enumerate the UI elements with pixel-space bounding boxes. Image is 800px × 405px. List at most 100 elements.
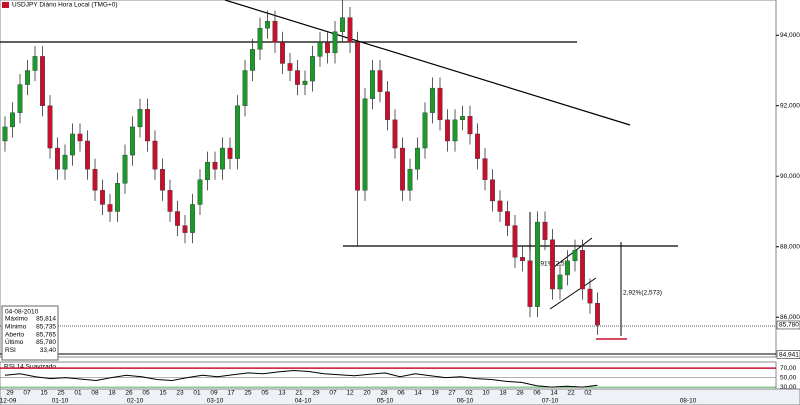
month-label: 12-09 (0, 398, 17, 405)
rsi-tick-label: 70,00 (780, 365, 797, 372)
candle-body (587, 288, 593, 304)
day-label: 21 (295, 390, 303, 397)
candle-body (565, 260, 570, 276)
candle-body (70, 133, 75, 156)
date-axis (0, 388, 800, 405)
candle-body (287, 63, 293, 71)
candle-body (370, 70, 375, 99)
info-label: Mínimo (5, 324, 27, 331)
candle-body (362, 98, 368, 191)
day-label: 02 (584, 390, 592, 397)
rsi-tick-label: 30,00 (780, 384, 797, 391)
day-label: 02 (465, 390, 473, 397)
y-tick-label: 88,000 (780, 243, 800, 250)
candle-body (392, 119, 398, 149)
candle-body (122, 154, 128, 184)
candle-body (235, 105, 240, 159)
channel-line (549, 237, 593, 271)
candle-body (25, 70, 30, 85)
candle-body (130, 126, 135, 156)
candle-body (550, 239, 555, 290)
day-label: 28 (516, 390, 524, 397)
candle-body (190, 204, 195, 233)
candle-body (535, 221, 540, 307)
month-label: 07-10 (542, 398, 559, 405)
y-tick-label: 92,000 (780, 102, 800, 109)
candle-body (467, 116, 473, 135)
candle-body (310, 56, 315, 82)
day-label: 06 (533, 390, 541, 397)
candle-body (47, 105, 53, 149)
day-label: 18 (499, 390, 507, 397)
day-label: 29 (6, 390, 14, 397)
day-label: 18 (108, 390, 116, 397)
candle-body (325, 42, 330, 54)
candle-body (400, 147, 405, 191)
candle-body (92, 168, 98, 191)
month-label: 03-10 (207, 398, 224, 405)
rsi-tick-label: 50,00 (780, 374, 797, 381)
info-label: Último (5, 337, 24, 346)
month-label: 01-10 (52, 398, 69, 405)
day-label: 27 (448, 390, 456, 397)
candle-body (10, 112, 15, 128)
price-tag (776, 320, 800, 330)
chart-title: USDJPY Diário Hora Local (TMG+0) (12, 2, 118, 9)
day-label: 25 (57, 390, 65, 397)
candle-body (115, 183, 120, 212)
day-label: 14 (414, 390, 422, 397)
month-label: 06-10 (457, 398, 474, 405)
candle-body (557, 274, 563, 290)
trend-line (224, 0, 631, 126)
candle-body (377, 70, 383, 92)
info-value: 85,765 (36, 331, 56, 338)
price-tag (776, 350, 800, 359)
candle-body (2, 126, 8, 142)
candle-body (445, 119, 450, 142)
candle-body (17, 84, 23, 113)
rsi-line (4, 369, 598, 388)
candle-body (520, 257, 525, 262)
candle-body (512, 225, 518, 258)
candle-body (227, 147, 233, 159)
candle-body (415, 147, 420, 170)
day-label: 25 (244, 390, 252, 397)
annotation: 2,92%(2,573) (623, 290, 662, 297)
candle-body (460, 116, 465, 121)
candle-body (317, 42, 323, 57)
info-date: 04-08-2010 (5, 309, 39, 316)
symbol-icon (2, 2, 9, 8)
candle-body (107, 204, 113, 212)
candle-body (257, 27, 263, 50)
month-label: 02-10 (127, 398, 144, 405)
main-panel (0, 0, 777, 358)
day-label: 17 (227, 390, 235, 397)
candle-body (295, 70, 300, 85)
candle-body (167, 190, 173, 212)
day-label: 01 (193, 390, 201, 397)
day-label: 13 (278, 390, 286, 397)
candle-body (272, 20, 278, 43)
price-tag-label: 84,941 (779, 351, 799, 358)
month-label: 04-10 (295, 398, 312, 405)
day-label: 15 (40, 390, 48, 397)
day-label: 22 (567, 390, 575, 397)
candle-body (580, 250, 585, 290)
candle-body (430, 87, 435, 113)
candle-body (77, 133, 83, 142)
y-tick-label: 94,000 (780, 32, 800, 39)
channel-line (549, 277, 597, 310)
day-label: 12 (346, 390, 354, 397)
day-label: 07 (329, 390, 337, 397)
info-value: 33,40 (40, 347, 57, 354)
day-label: 10 (482, 390, 490, 397)
candle-body (250, 49, 255, 71)
info-value: 85,814 (36, 316, 56, 323)
candle-body (347, 17, 353, 43)
day-label: 06 (397, 390, 405, 397)
day-label: 26 (125, 390, 133, 397)
candle-body (137, 109, 143, 128)
candle-body (302, 80, 308, 85)
day-label: 19 (431, 390, 439, 397)
candle-body (160, 168, 165, 191)
